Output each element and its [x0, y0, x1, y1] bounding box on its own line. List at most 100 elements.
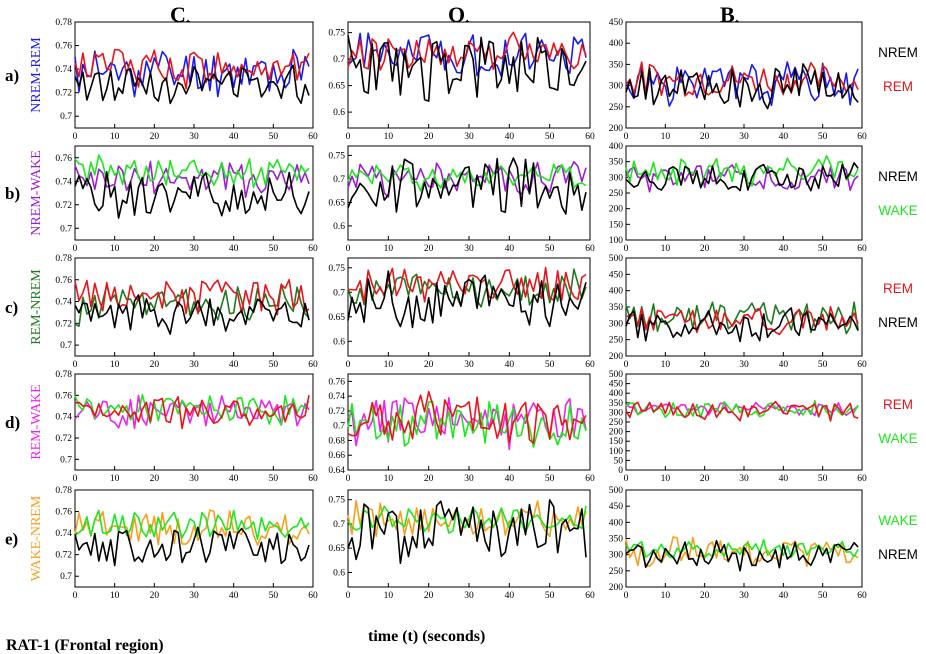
- x-tick-label: 0: [73, 591, 78, 601]
- y-tick-label: 0.72: [55, 201, 72, 211]
- y-tick-label: 0.7: [60, 455, 72, 465]
- x-tick-label: 40: [779, 132, 789, 142]
- panel-c-C: 0 10 20 30 40 50 60 0.7 0.72 0.74 0.76 0.78: [55, 254, 318, 370]
- y-tick-label: 350: [609, 399, 624, 409]
- series-line-nrem: [625, 162, 859, 192]
- x-tick-label: 60: [585, 244, 595, 254]
- y-tick-label: 0.74: [55, 177, 72, 187]
- y-tick-label: 0.7: [333, 520, 345, 530]
- series-line-rem: [347, 266, 587, 303]
- x-tick-label: 10: [661, 474, 671, 484]
- series-line-rem: [74, 283, 310, 328]
- y-tick-label: 250: [609, 103, 624, 113]
- x-tick-label: 60: [857, 474, 867, 484]
- y-tick-label: 0: [618, 466, 623, 476]
- series-line-nrem: [625, 63, 859, 110]
- legend-entry: NREM: [878, 315, 918, 330]
- legend-entry: WAKE: [878, 513, 917, 528]
- x-tick-label: 0: [346, 360, 351, 370]
- y-tick-label: 400: [609, 518, 624, 528]
- y-tick-label: 450: [609, 18, 624, 28]
- y-tick-label: 500: [609, 370, 624, 380]
- x-tick-label: 50: [818, 474, 828, 484]
- series-line-rem: [347, 390, 587, 445]
- x-tick-label: 10: [110, 474, 120, 484]
- panel-d-B: 0 10 20 30 40 50 60050100150200250300350400450…: [609, 370, 867, 484]
- row-tag: c): [5, 298, 18, 317]
- x-tick-label: 20: [424, 591, 434, 601]
- y-tick-label: 350: [609, 535, 624, 545]
- x-tick-label: 50: [545, 360, 555, 370]
- series-line-nrem: [74, 294, 310, 335]
- x-tick-label: 0: [346, 132, 351, 142]
- x-tick-label: 0: [73, 244, 78, 254]
- row-pair-label: NREM-REM: [29, 37, 44, 113]
- x-tick-label: 10: [384, 360, 394, 370]
- y-tick-label: 0.75: [328, 29, 345, 39]
- y-tick-label: 0.78: [55, 254, 72, 264]
- y-tick-label: 0.65: [328, 313, 345, 323]
- y-tick-label: 0.6: [333, 568, 345, 578]
- y-tick-label: 0.65: [328, 82, 345, 92]
- x-tick-label: 20: [424, 360, 434, 370]
- x-tick-label: 40: [505, 591, 515, 601]
- row-pair-label: REM-WAKE: [29, 384, 44, 459]
- x-tick-label: 10: [110, 360, 120, 370]
- y-tick-label: 0.76: [55, 276, 72, 286]
- y-tick-label: 150: [609, 220, 624, 230]
- y-tick-label: 350: [609, 60, 624, 70]
- x-tick-label: 20: [424, 474, 434, 484]
- x-tick-label: 20: [700, 360, 710, 370]
- y-tick-label: 250: [609, 418, 624, 428]
- x-tick-label: 40: [779, 244, 789, 254]
- y-tick-label: 150: [609, 437, 624, 447]
- series-line-wake: [74, 393, 310, 426]
- y-tick-label: 200: [609, 583, 624, 593]
- y-tick-label: 450: [609, 270, 624, 280]
- series-line-rem: [74, 394, 310, 430]
- plot-frame: [625, 489, 863, 588]
- x-tick-label: 50: [269, 360, 279, 370]
- y-tick-label: 0.72: [55, 434, 72, 444]
- x-tick-label: 0: [624, 474, 629, 484]
- x-tick-label: 40: [229, 244, 239, 254]
- x-tick-label: 30: [739, 591, 749, 601]
- panel-b-B: 0 10 20 30 40 50 60 100 150 200 250 300 350 400: [609, 142, 867, 254]
- legend-entry: NREM: [878, 547, 918, 562]
- x-tick-label: 50: [269, 132, 279, 142]
- panel-a-C: 0 10 20 30 40 50 60 0.7 0.72 0.74 0.76 0.78: [55, 18, 318, 142]
- x-tick-label: 0: [624, 132, 629, 142]
- series-line-nrem: [625, 539, 859, 572]
- y-tick-label: 0.76: [55, 154, 72, 164]
- x-tick-label: 60: [308, 591, 318, 601]
- y-tick-label: 200: [609, 124, 624, 134]
- plot-frame: [347, 489, 591, 588]
- x-tick-label: 20: [700, 244, 710, 254]
- y-tick-label: 0.6: [333, 108, 345, 118]
- x-tick-label: 30: [464, 360, 474, 370]
- y-tick-label: 0.74: [55, 298, 72, 308]
- plot-frame: [625, 373, 863, 471]
- x-tick-label: 60: [308, 360, 318, 370]
- x-tick-label: 30: [464, 244, 474, 254]
- x-axis-title: time (t) (seconds): [368, 628, 485, 645]
- x-tick-label: 40: [229, 132, 239, 142]
- y-tick-label: 200: [609, 205, 624, 215]
- series-line-wake: [74, 154, 310, 189]
- x-tick-label: 20: [150, 244, 160, 254]
- y-tick-label: 400: [609, 142, 624, 152]
- x-tick-label: 0: [624, 360, 629, 370]
- series-line-nrem: [74, 171, 310, 219]
- series-line-wake: [625, 155, 859, 187]
- x-tick-label: 30: [464, 474, 474, 484]
- y-tick-label: 0.6: [333, 222, 345, 232]
- series-line-nrem: [74, 526, 310, 567]
- legend-entry: WAKE: [878, 203, 917, 218]
- series-line-rem: [347, 268, 587, 308]
- series-line-rem: [74, 394, 310, 430]
- x-tick-label: 20: [700, 132, 710, 142]
- x-tick-label: 30: [189, 474, 199, 484]
- y-tick-label: 0.78: [55, 18, 72, 28]
- series-line-nrem: [347, 499, 587, 565]
